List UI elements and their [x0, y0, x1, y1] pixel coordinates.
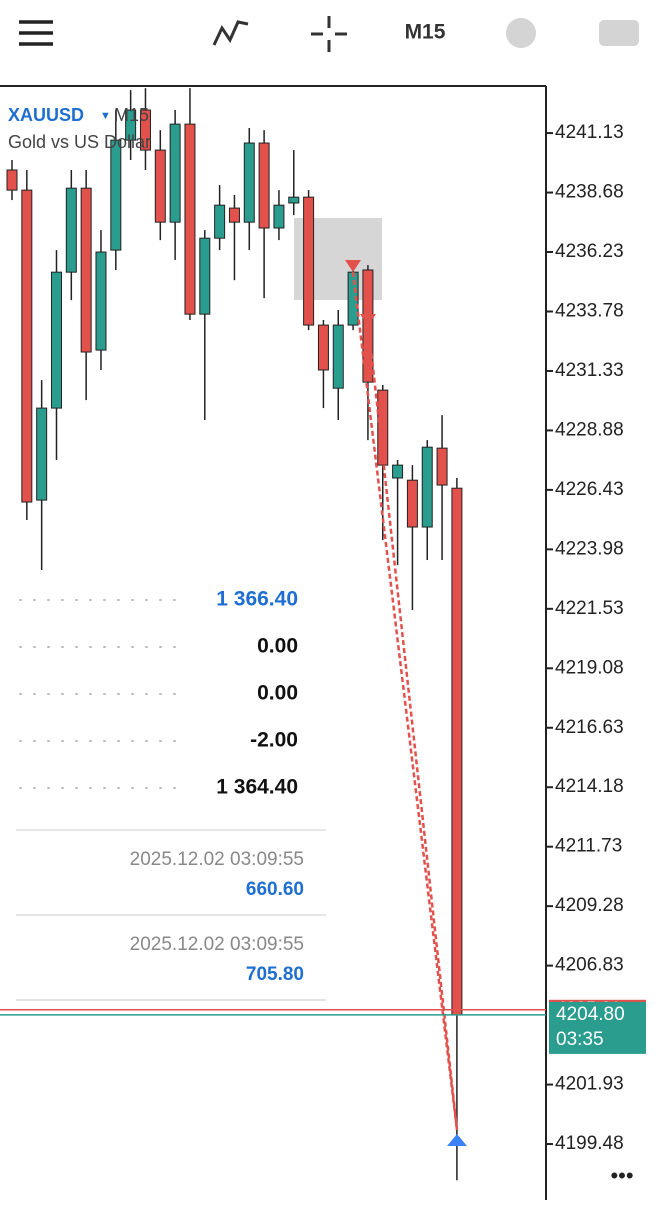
candle-body	[228, 207, 240, 223]
y-tick-label: 4211.73	[555, 836, 622, 857]
y-tick-label: 4228.88	[555, 419, 624, 440]
candle-body	[36, 407, 48, 501]
y-tick-label: 4226.43	[555, 479, 624, 500]
y-tick-label: 4236.23	[555, 241, 624, 262]
candle-body	[154, 149, 166, 223]
y-tick-label: 4216.63	[555, 717, 624, 738]
account-panel	[16, 570, 326, 1030]
y-tick-label: 4209.28	[555, 895, 624, 916]
entry-value: 660.60	[246, 879, 304, 900]
candle-body	[377, 389, 389, 466]
candle-body	[95, 251, 107, 351]
y-tick-label: 4221.53	[555, 598, 624, 619]
sell-arrow	[360, 314, 376, 326]
candle-body	[214, 204, 226, 239]
y-tick-label: 4238.68	[555, 182, 624, 203]
timeframe-button[interactable]: M15	[405, 21, 446, 44]
candle-body	[258, 142, 270, 229]
menu-button[interactable]	[19, 20, 53, 46]
candle-body	[125, 109, 137, 141]
candle-body	[317, 324, 329, 371]
trade-lines	[351, 271, 459, 1131]
candle-body	[21, 189, 33, 503]
candle-body	[139, 109, 151, 151]
candle-body	[184, 123, 196, 315]
symbol-dropdown[interactable]: ▼	[100, 110, 111, 122]
y-tick-label: 4201.93	[555, 1074, 624, 1095]
clock-icon[interactable]	[506, 18, 536, 48]
candle-body	[110, 139, 122, 251]
panel-value: 1 364.40	[216, 776, 298, 799]
candle-body	[273, 204, 285, 229]
candle-body	[288, 196, 300, 204]
chart-timeframe: M15	[114, 105, 149, 125]
symbol-description: Gold vs US Dollar	[8, 132, 151, 152]
y-tick-label: 4219.08	[555, 657, 624, 678]
candle-body	[303, 196, 315, 326]
bid-label-box	[549, 1001, 646, 1054]
indicators-icon[interactable]	[212, 20, 249, 46]
y-tick-label: 4223.98	[555, 538, 624, 559]
candle-body	[6, 169, 18, 191]
candle-body	[80, 187, 92, 353]
y-tick-label: 4241.13	[555, 122, 624, 143]
candle-body	[199, 237, 211, 315]
crosshair-icon[interactable]	[311, 16, 347, 52]
entry-value: 705.80	[246, 964, 304, 985]
sell-arrow	[345, 260, 361, 272]
candle-body	[332, 324, 344, 389]
candle-body	[50, 271, 62, 409]
buy-arrow	[447, 1134, 467, 1146]
panel-value: 1 366.40	[216, 588, 298, 611]
bid-time: 03:35	[556, 1029, 604, 1050]
y-tick-label: 4214.18	[555, 776, 624, 797]
candle-body	[451, 487, 463, 1016]
trade-icon[interactable]	[599, 20, 639, 46]
more-button[interactable]: •••	[610, 1163, 633, 1188]
candle-body	[169, 123, 181, 223]
bid-label: 4204.80	[556, 1004, 625, 1025]
entry-time: 2025.12.02 03:09:55	[130, 849, 304, 870]
y-tick-label: 4199.48	[555, 1133, 624, 1154]
y-tick-label: 4206.83	[555, 955, 624, 976]
candle-body	[421, 446, 433, 528]
candle-body	[243, 142, 255, 223]
panel-value: 0.00	[257, 682, 298, 705]
panel-value: 0.00	[257, 635, 298, 658]
candle-body	[65, 187, 77, 273]
candle-body	[406, 479, 418, 528]
panel-value: -2.00	[250, 729, 298, 752]
y-tick-label: 4231.33	[555, 360, 624, 381]
entry-time: 2025.12.02 03:09:55	[130, 934, 304, 955]
candle-body	[436, 447, 448, 486]
y-tick-label: 4233.78	[555, 301, 624, 322]
symbol[interactable]: XAUUSD	[8, 105, 84, 125]
candle-body	[392, 464, 404, 479]
